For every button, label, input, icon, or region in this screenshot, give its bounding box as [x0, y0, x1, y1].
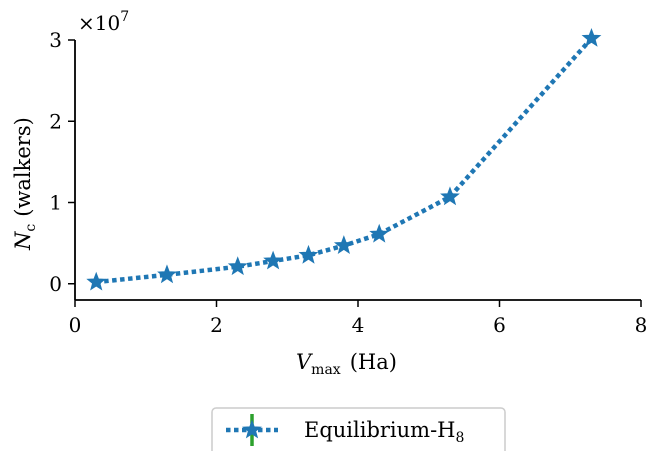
legend-star-marker [242, 419, 262, 439]
data-point-star [333, 235, 354, 254]
y-ticks: 0 1 2 3 [49, 28, 75, 296]
x-tick-label: 0 [69, 313, 82, 337]
x-tick-label: 2 [210, 313, 223, 337]
x-ticks: 0 2 4 6 8 [69, 300, 648, 337]
y-axis-multiplier: ×107 [78, 9, 129, 35]
data-point-star [86, 271, 107, 291]
x-tick-label: 8 [635, 313, 648, 337]
data-point-star [263, 250, 284, 270]
data-point-star [440, 186, 460, 206]
legend-label: Equilibrium-H8 [304, 418, 464, 446]
data-point-star [227, 256, 248, 276]
data-point-star [369, 223, 390, 243]
data-point-star [157, 264, 177, 284]
y-multiplier-exponent: 7 [120, 9, 129, 25]
plot-area [86, 27, 602, 291]
x-tick-label: 6 [493, 313, 506, 337]
legend: Equilibrium-H8 [211, 407, 506, 451]
y-tick-label: 2 [49, 109, 62, 133]
y-tick-label: 0 [49, 272, 62, 296]
y-tick-label: 1 [49, 191, 62, 215]
axes [74, 40, 641, 301]
data-point-star [298, 244, 319, 264]
y-tick-label: 3 [49, 28, 62, 52]
x-axis-label: Vmax (Ha) [296, 350, 397, 378]
x-tick-label: 4 [352, 313, 365, 337]
legend-frame [211, 407, 506, 451]
y-axis-label: Nc(walkers) [11, 117, 39, 251]
data-point-star [581, 27, 602, 47]
